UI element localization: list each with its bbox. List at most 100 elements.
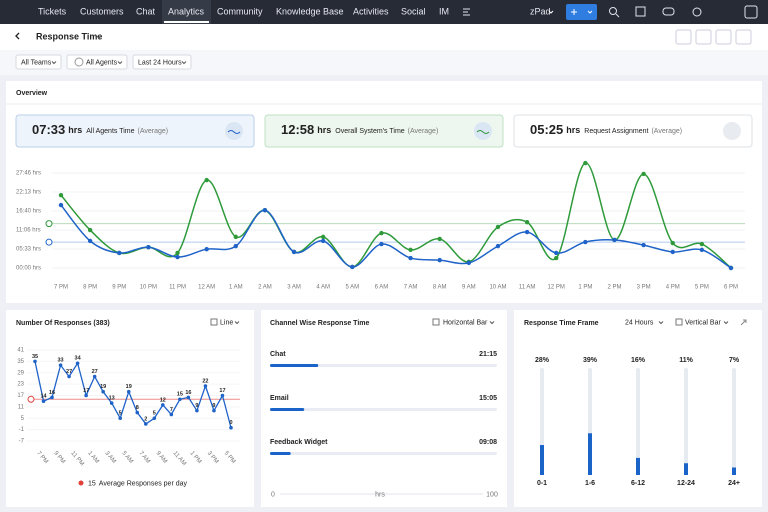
data-point [175,254,180,260]
menu-icon[interactable] [463,8,470,16]
x-tick-label: 6 PM [724,285,738,291]
nav-item[interactable]: Activities [353,6,389,16]
y-tick-label: 11 [18,404,25,410]
data-point [143,422,148,426]
x-tick-label: 3 PM [637,285,651,291]
x-tick-label: 10 AM [489,285,506,291]
x-tick-label: 8 AM [433,285,447,291]
y-tick-label: 16:40 hrs [16,209,41,215]
workspace-switcher[interactable]: zPad [530,6,551,16]
data-label: 17 [83,388,89,394]
reference-marker [45,220,53,228]
data-point [117,250,122,256]
summary-card [513,114,753,148]
data-label: 17 [219,388,225,394]
y-tick-label: 23 [17,382,24,388]
card-time: 12:58 [281,122,314,137]
back-button[interactable] [15,32,20,40]
data-label: 14 [40,394,47,400]
data-point [135,410,140,415]
card-icon [225,122,243,140]
caret [658,321,664,325]
tool-button[interactable] [715,29,732,45]
nav-item[interactable]: Social [401,6,426,16]
data-point [58,202,64,208]
data-label: 2 [144,416,147,422]
series-line [60,204,732,269]
data-point [161,403,165,407]
data-label: 16 [185,390,191,396]
y-tick-label: 5 [21,416,25,422]
nav-item[interactable]: Chat [136,6,156,16]
apps-icon[interactable] [744,5,758,19]
nav-item[interactable]: Knowledge Base [276,6,344,16]
x-tick-label: 7 AM [404,285,418,291]
data-point [320,238,326,244]
tool-button[interactable] [675,29,692,45]
data-point [524,229,530,235]
value-label: 21:15 [479,351,497,358]
data-point [641,242,646,248]
add-button[interactable] [566,4,597,20]
header-tools [675,29,752,45]
y-tick-label: 00:00 hrs [16,266,41,272]
settings-icon[interactable] [692,7,702,17]
calendar-icon[interactable] [635,6,646,17]
legend-dot [78,480,84,486]
card-icon [723,122,741,140]
nav-active-underline [164,21,209,23]
value-label: 7% [729,357,740,364]
value-label: 39% [583,357,598,364]
filter-button[interactable] [66,54,128,70]
x-tick-label: 100 [486,491,498,498]
bar-track [636,368,640,475]
nav-item[interactable]: IM [439,6,449,16]
nav-item[interactable]: Tickets [38,6,67,16]
nav-item[interactable]: Analytics [168,6,205,16]
data-point [466,260,472,266]
view-selector[interactable]: Horizontal Bar [443,319,488,326]
bar-track [684,368,688,475]
data-point [92,374,97,379]
nav-item[interactable]: Customers [80,6,124,16]
nav-active-bg [162,0,211,24]
row-label: Email [270,395,289,402]
card-unit: hrs [317,125,331,135]
tool-button[interactable] [735,29,752,45]
card-note: (Average) [408,128,439,135]
data-point [118,416,123,421]
data-point [583,239,588,245]
nav-item[interactable]: Community [217,6,263,16]
bar-track [732,368,736,475]
summary-card [15,114,255,148]
period-selector[interactable]: 24 Hours [625,319,654,326]
data-point [212,408,216,413]
game-icon[interactable] [662,7,675,16]
data-point [670,240,675,246]
x-tick-label: 1-6 [585,480,595,487]
y-tick-label: 41 [17,348,24,354]
card-icon [474,122,492,140]
data-point [152,416,157,421]
view-selector[interactable]: Vertical Bar [685,319,721,326]
filter-button[interactable] [15,54,62,70]
data-label: 19 [100,384,106,390]
data-point [699,241,705,247]
bar-track [270,364,497,367]
bar [636,457,640,475]
data-point [350,264,355,270]
y-tick-label: 17 [17,393,24,399]
data-point [58,363,63,367]
data-point [109,401,114,405]
data-point [233,243,238,249]
y-tick-label: 22:13 hrs [16,190,41,196]
data-point [728,265,734,271]
caret [96,35,102,39]
filter-button[interactable] [132,54,192,70]
view-selector[interactable]: Line [220,319,233,326]
card-text: 05:25 hrs Request Assignment (Average) [530,122,682,137]
tool-button[interactable] [695,29,712,45]
search-icon[interactable] [609,7,617,15]
